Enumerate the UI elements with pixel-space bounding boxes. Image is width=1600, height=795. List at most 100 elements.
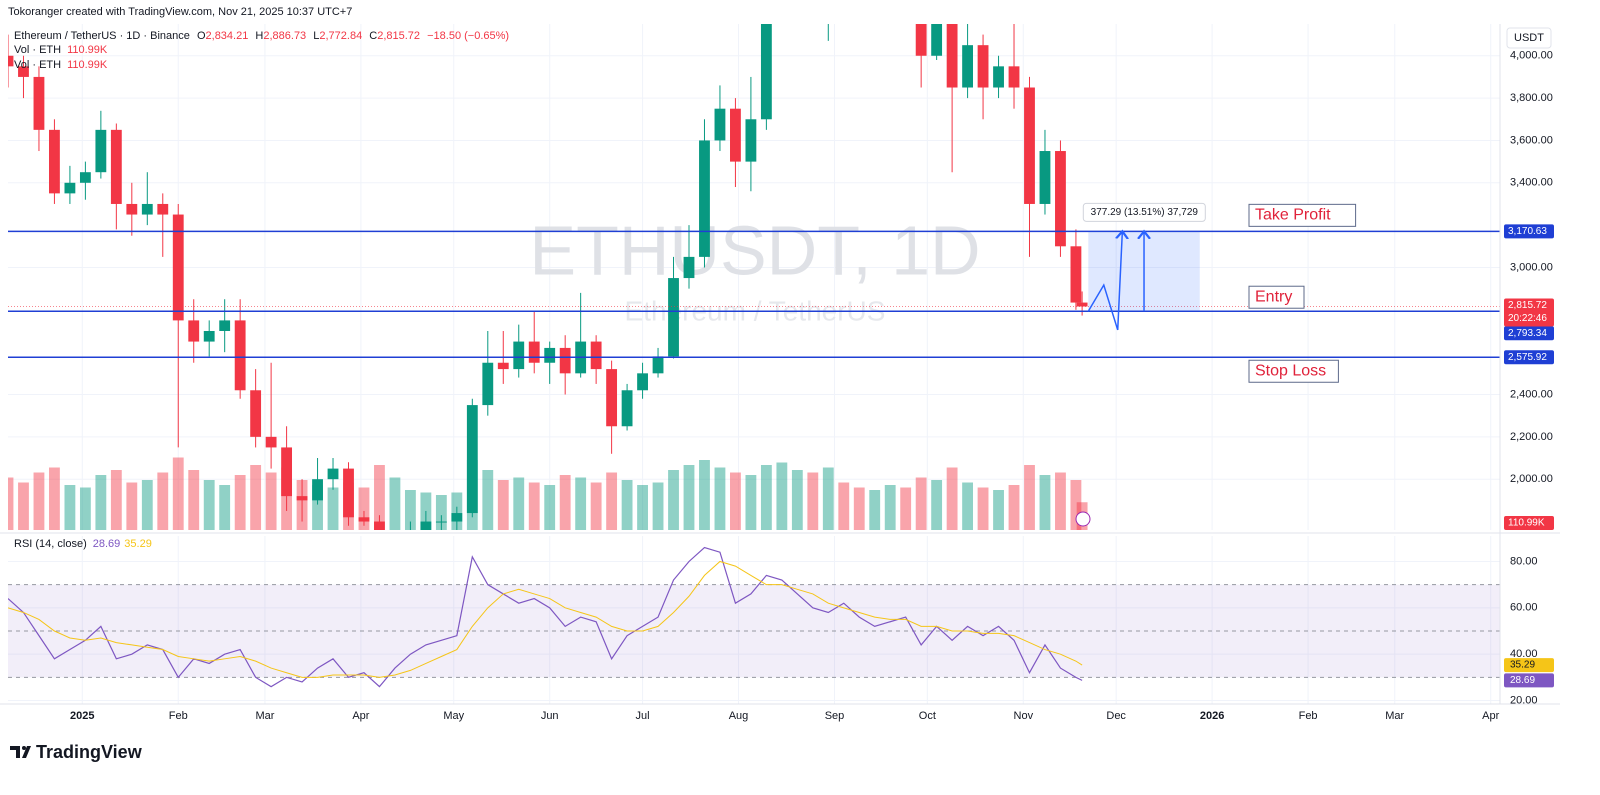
ohlc-value: 2,815.72: [377, 30, 420, 42]
level-price-box: [1504, 350, 1554, 365]
candle-body: [590, 341, 602, 370]
volume-bar: [652, 482, 664, 530]
level-price-box: [1504, 326, 1554, 341]
volume-bar: [188, 470, 200, 530]
ohlc-key: O: [197, 30, 206, 42]
candle-body: [141, 203, 153, 215]
brand: TradingView: [36, 742, 143, 762]
volume-bar: [683, 465, 695, 530]
brand-logo: [10, 746, 31, 758]
x-tick-label: Jul: [636, 710, 650, 722]
level-name-box: [1248, 285, 1305, 309]
watermark: ETHUSDT, 1D: [529, 211, 980, 289]
y-tick-label: 4,000.00: [1510, 50, 1553, 62]
level-name: Take Profit: [1255, 207, 1331, 224]
candle-body: [652, 356, 664, 374]
candle-body: [760, 24, 772, 120]
x-tick-label: Oct: [919, 710, 936, 722]
volume-bar: [590, 482, 602, 530]
y-tick-label: 2,400.00: [1510, 388, 1553, 400]
y-tick-label: 3,000.00: [1510, 261, 1553, 273]
candle-body: [451, 513, 463, 522]
volume-bar: [606, 472, 618, 530]
candle-body: [513, 341, 525, 370]
countdown: 20:22:46: [1508, 313, 1547, 324]
volume-legend: Vol · ETH 110.99K: [14, 59, 108, 71]
change: −18.50 (−0.65%): [427, 30, 509, 42]
candle-body: [915, 24, 927, 56]
legend-symbol: Ethereum / TetherUS · 1D · Binance O2,83…: [14, 30, 509, 42]
y-tick-label: 2,000.00: [1510, 473, 1553, 485]
level-name-box: [1248, 203, 1357, 227]
volume-bar: [18, 482, 29, 530]
candle-body: [95, 129, 107, 173]
volume-bar: [374, 465, 385, 530]
volume-bar: [776, 462, 788, 530]
volume-bar: [807, 472, 819, 530]
candle-body: [33, 76, 45, 130]
volume-bar: [250, 465, 262, 530]
candle-body: [1076, 302, 1088, 307]
ohlc-value: 2,834.21: [206, 30, 249, 42]
rsi-legend: RSI (14, close) 28.69 35.29: [14, 538, 152, 550]
candle-body: [544, 347, 556, 363]
volume-bar: [544, 485, 556, 530]
volume-bar: [993, 490, 1004, 530]
candle-body: [606, 369, 618, 427]
volume-bar: [977, 487, 989, 530]
volume-value: 110.99K: [67, 59, 108, 71]
candle-body: [714, 108, 726, 141]
volume-value-box: [1504, 516, 1554, 530]
volume-name: Vol · ETH: [14, 44, 61, 56]
volume-bar: [49, 467, 60, 530]
candle-body: [466, 405, 478, 514]
volume-bar: [730, 472, 741, 530]
x-tick-label: Nov: [1014, 710, 1034, 722]
volume-bar: [869, 490, 881, 530]
volume-bar: [327, 487, 339, 530]
ohlc-key: H: [255, 30, 263, 42]
projection-label-box: [1082, 202, 1206, 222]
volume-bar: [497, 480, 509, 530]
candle-body: [745, 119, 757, 162]
volume-bar: [900, 487, 912, 530]
x-tick-label: Dec: [1106, 710, 1126, 722]
candle-body: [559, 347, 571, 374]
rsi-title: RSI (14, close): [14, 538, 87, 550]
candle-body: [683, 256, 695, 279]
rsi-value-label: 35.29: [1510, 660, 1535, 671]
rsi-ma-line: [8, 560, 1083, 678]
x-tick-label: May: [443, 710, 464, 722]
x-tick-label: Apr: [1482, 710, 1499, 722]
currency[interactable]: USDT: [1514, 32, 1544, 44]
y-tick-label: 3,800.00: [1510, 92, 1553, 104]
candle-body: [281, 447, 293, 497]
candle-body: [296, 496, 308, 501]
volume-bar: [760, 465, 772, 530]
volume-bar: [219, 485, 231, 530]
ohlc-value: 2,886.73: [263, 30, 306, 42]
x-tick-label: Mar: [1385, 710, 1404, 722]
credit: Tokoranger created with TradingView.com,…: [8, 6, 352, 18]
currency-box[interactable]: [1506, 27, 1552, 49]
volume-value-label: 110.99K: [1508, 518, 1545, 529]
candle-body: [18, 66, 29, 77]
candle-body: [1055, 151, 1066, 247]
candle-body: [250, 390, 262, 437]
y-tick-label: 2,200.00: [1510, 431, 1553, 443]
candle-body: [374, 521, 385, 530]
volume-bar: [265, 472, 277, 530]
volume-bar: [853, 487, 865, 530]
candle-body: [435, 521, 447, 523]
x-tick-label: Feb: [1299, 710, 1318, 722]
candle-body: [946, 24, 958, 88]
volume-bar: [1070, 480, 1082, 530]
ohlc-key: L: [313, 30, 319, 42]
volume-bar: [528, 482, 540, 530]
candle-body: [343, 468, 354, 518]
level-price-label: 2,793.34: [1508, 328, 1547, 339]
candle-body: [1024, 87, 1035, 204]
y-tick-label: 3,600.00: [1510, 134, 1553, 146]
